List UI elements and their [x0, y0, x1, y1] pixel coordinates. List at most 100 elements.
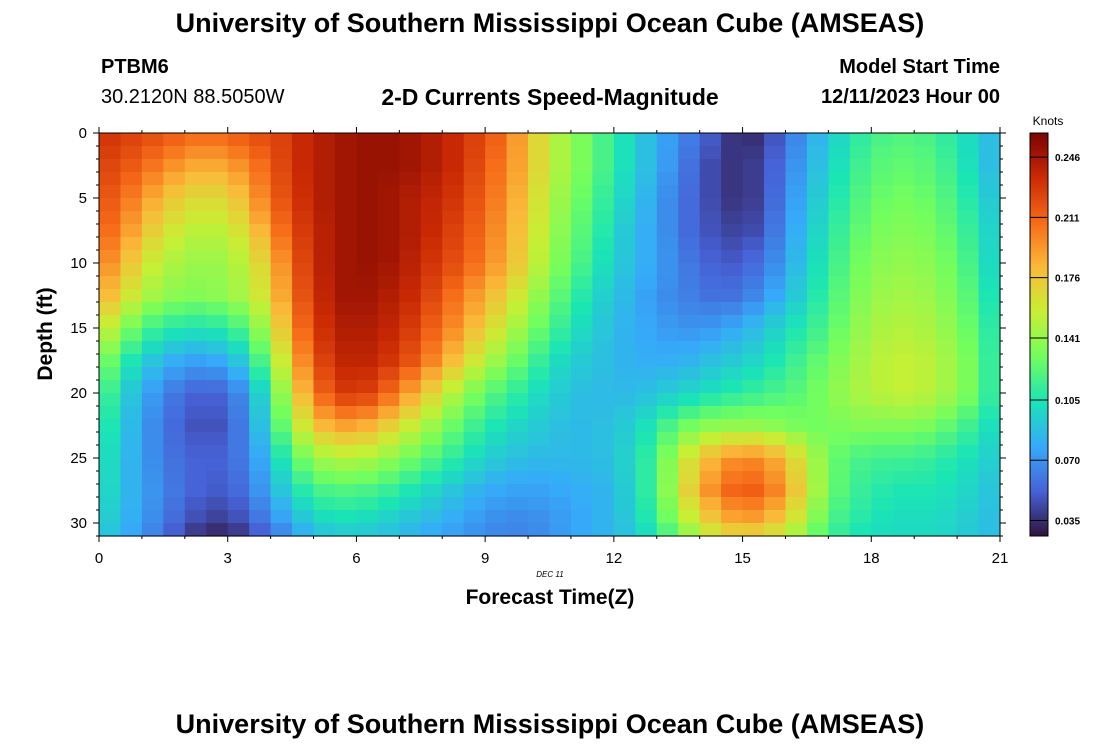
heatmap-cell: [592, 354, 615, 368]
heatmap-cell: [442, 471, 465, 485]
heatmap-cell: [463, 198, 486, 212]
heatmap-cell: [377, 263, 400, 277]
heatmap-cell: [871, 458, 894, 472]
heatmap-cell: [828, 185, 851, 199]
heatmap-cell: [764, 211, 787, 225]
heatmap-cell: [914, 302, 937, 316]
heatmap-cell: [313, 146, 336, 160]
heatmap-cell: [935, 146, 958, 160]
heatmap-cell: [120, 510, 143, 524]
heatmap-cell: [871, 185, 894, 199]
heatmap-cell: [141, 315, 164, 329]
heatmap-cell: [377, 419, 400, 433]
heatmap-cell: [420, 237, 443, 251]
heatmap-cell: [785, 133, 808, 147]
heatmap-cell: [334, 159, 358, 173]
heatmap-cell: [570, 367, 594, 381]
heatmap-cell: [399, 419, 422, 433]
heatmap-cell: [656, 497, 679, 511]
heatmap-cell: [270, 497, 293, 511]
heatmap-cell: [377, 133, 400, 147]
heatmap-cell: [334, 458, 358, 472]
heatmap-cell: [656, 354, 679, 368]
heatmap-cell: [141, 198, 164, 212]
heatmap-cell: [120, 458, 143, 472]
heatmap-cell: [485, 159, 508, 173]
heatmap-cell: [120, 211, 143, 225]
heatmap-cell: [313, 302, 336, 316]
heatmap-cell: [249, 159, 272, 173]
heatmap-cell: [292, 198, 315, 212]
heatmap-cell: [613, 224, 636, 238]
heatmap-cell: [120, 237, 143, 251]
heatmap-cell: [785, 484, 808, 498]
heatmap-cell: [742, 523, 765, 537]
heatmap-cell: [764, 263, 787, 277]
heatmap-cell: [442, 354, 465, 368]
heatmap-cell: [656, 276, 679, 290]
heatmap-cell: [377, 393, 400, 407]
heatmap-cell: [613, 250, 636, 264]
heatmap-cell: [764, 185, 787, 199]
heatmap-cell: [914, 133, 937, 147]
heatmap-cell: [99, 237, 122, 251]
heatmap-cell: [442, 419, 465, 433]
heatmap-cell: [163, 198, 186, 212]
heatmap-cell: [99, 198, 122, 212]
heatmap-cell: [163, 406, 186, 420]
heatmap-cell: [141, 523, 164, 537]
heatmap-cell: [570, 237, 594, 251]
heatmap-cell: [334, 328, 358, 342]
heatmap-cell: [828, 302, 851, 316]
heatmap-cell: [163, 484, 186, 498]
heatmap-cell: [528, 276, 551, 290]
heatmap-cell: [463, 419, 486, 433]
heatmap-cell: [292, 276, 315, 290]
heatmap-cell: [463, 263, 486, 277]
heatmap-cell: [570, 458, 594, 472]
heatmap-cell: [377, 445, 400, 459]
heatmap-cell: [678, 393, 701, 407]
heatmap-cell: [120, 367, 143, 381]
heatmap-cell: [420, 198, 443, 212]
heatmap-cell: [120, 523, 143, 537]
heatmap-cell: [570, 250, 594, 264]
heatmap-cell: [356, 159, 379, 173]
heatmap-cell: [334, 406, 358, 420]
heatmap-cell: [463, 406, 486, 420]
heatmap-cell: [120, 354, 143, 368]
heatmap-cell: [785, 523, 808, 537]
heatmap-cell: [742, 445, 765, 459]
heatmap-cell: [656, 237, 679, 251]
colorbar-tick-label: 0.246: [1055, 153, 1080, 164]
heatmap-cell: [377, 237, 400, 251]
heatmap-cell: [678, 224, 701, 238]
heatmap-cell: [206, 328, 229, 342]
heatmap-cell: [742, 380, 765, 394]
heatmap-cell: [570, 133, 594, 147]
heatmap-cell: [485, 471, 508, 485]
heatmap-cell: [806, 237, 829, 251]
heatmap-cell: [871, 237, 894, 251]
heatmap-cell: [506, 380, 529, 394]
heatmap-cell: [721, 302, 744, 316]
heatmap-cell: [678, 185, 701, 199]
heatmap-cell: [249, 523, 272, 537]
heatmap-cell: [270, 133, 293, 147]
heatmap-cell: [678, 367, 701, 381]
heatmap-cell: [270, 432, 293, 446]
heatmap-cell: [613, 497, 636, 511]
heatmap-cell: [871, 419, 894, 433]
heatmap-cell: [506, 198, 529, 212]
heatmap-cell: [249, 185, 272, 199]
heatmap-cell: [420, 224, 443, 238]
heatmap-cell: [99, 406, 122, 420]
heatmap-cell: [120, 172, 143, 186]
heatmap-cell: [463, 354, 486, 368]
heatmap-cell: [334, 146, 358, 160]
heatmap-cell: [678, 289, 701, 303]
heatmap-cell: [313, 497, 336, 511]
heatmap-cell: [721, 445, 744, 459]
heatmap-cell: [785, 341, 808, 355]
heatmap-cell: [270, 159, 293, 173]
